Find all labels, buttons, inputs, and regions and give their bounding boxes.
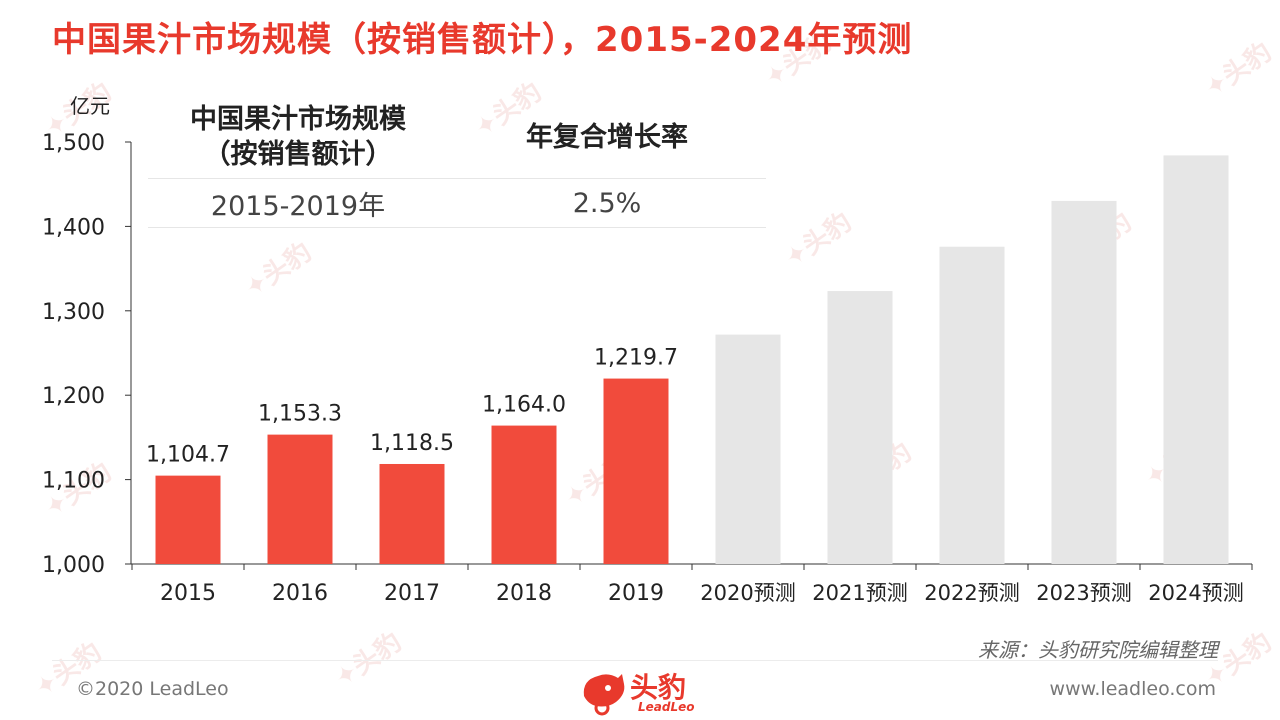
x-tick-label: 2017 <box>384 581 440 606</box>
website-link[interactable]: www.leadleo.com <box>1049 678 1216 700</box>
page-title: 中国果汁市场规模（按销售额计），2015-2024年预测 <box>52 20 913 60</box>
logo-subtext: LeadLeo <box>638 700 695 714</box>
cagr-period: 2015-2019年 <box>210 190 386 222</box>
footer-divider <box>52 660 1218 661</box>
bar <box>827 291 893 564</box>
x-tick-label: 2022预测 <box>924 581 1019 605</box>
data-label: 1,164.0 <box>482 393 566 418</box>
bar <box>491 425 557 564</box>
x-tick-label: 2024预测 <box>1148 581 1243 605</box>
data-label: 1,153.3 <box>258 402 342 427</box>
bar <box>939 246 1005 564</box>
leadleo-logo: 头豹 LeadLeo <box>578 664 708 718</box>
y-tick-label: 1,000 <box>42 553 105 578</box>
y-tick-label: 1,300 <box>42 300 105 325</box>
x-tick-label: 2018 <box>496 581 552 606</box>
bar <box>715 334 781 564</box>
bar <box>379 463 445 564</box>
y-tick-label: 1,100 <box>42 469 105 494</box>
data-label: 1,118.5 <box>370 431 454 456</box>
cagr-table: 中国果汁市场规模 （按销售额计） 年复合增长率 2015-2019年 2.5% <box>148 96 766 228</box>
x-tick-label: 2016 <box>272 581 328 606</box>
bar-chart: 1,000 1,100 1,200 1,300 1,400 1,500 1,104.7 201… <box>42 131 1253 606</box>
cagr-header-rate: 年复合增长率 <box>526 121 688 153</box>
y-tick-label: 1,200 <box>42 384 105 409</box>
cagr-table-row: 2015-2019年 2.5% <box>148 179 766 228</box>
bar <box>155 475 221 564</box>
x-tick-label: 2021预测 <box>812 581 907 605</box>
x-tick-label: 2015 <box>160 581 216 606</box>
x-tick-label: 2019 <box>608 581 664 606</box>
data-label: 1,219.7 <box>594 346 678 371</box>
y-tick-label: 1,400 <box>42 215 105 240</box>
bar <box>1051 200 1117 564</box>
y-axis-unit: 亿元 <box>70 94 110 118</box>
copyright: ©2020 LeadLeo <box>76 678 229 700</box>
bar <box>603 378 669 564</box>
leopard-icon <box>583 674 625 716</box>
logo-text: 头豹 <box>630 671 687 704</box>
bar <box>267 434 333 564</box>
cagr-header-metric: 中国果汁市场规模 （按销售额计） <box>190 104 406 170</box>
cagr-table-header: 中国果汁市场规模 （按销售额计） 年复合增长率 <box>148 96 766 179</box>
x-tick-label: 2023预测 <box>1036 581 1131 605</box>
x-tick-label: 2020预测 <box>700 581 795 605</box>
bar <box>1163 155 1229 564</box>
cagr-rate: 2.5% <box>572 187 642 219</box>
source-note: 来源：头豹研究院编辑整理 <box>978 638 1218 662</box>
y-tick-label: 1,500 <box>42 131 105 156</box>
data-label: 1,104.7 <box>146 443 230 468</box>
